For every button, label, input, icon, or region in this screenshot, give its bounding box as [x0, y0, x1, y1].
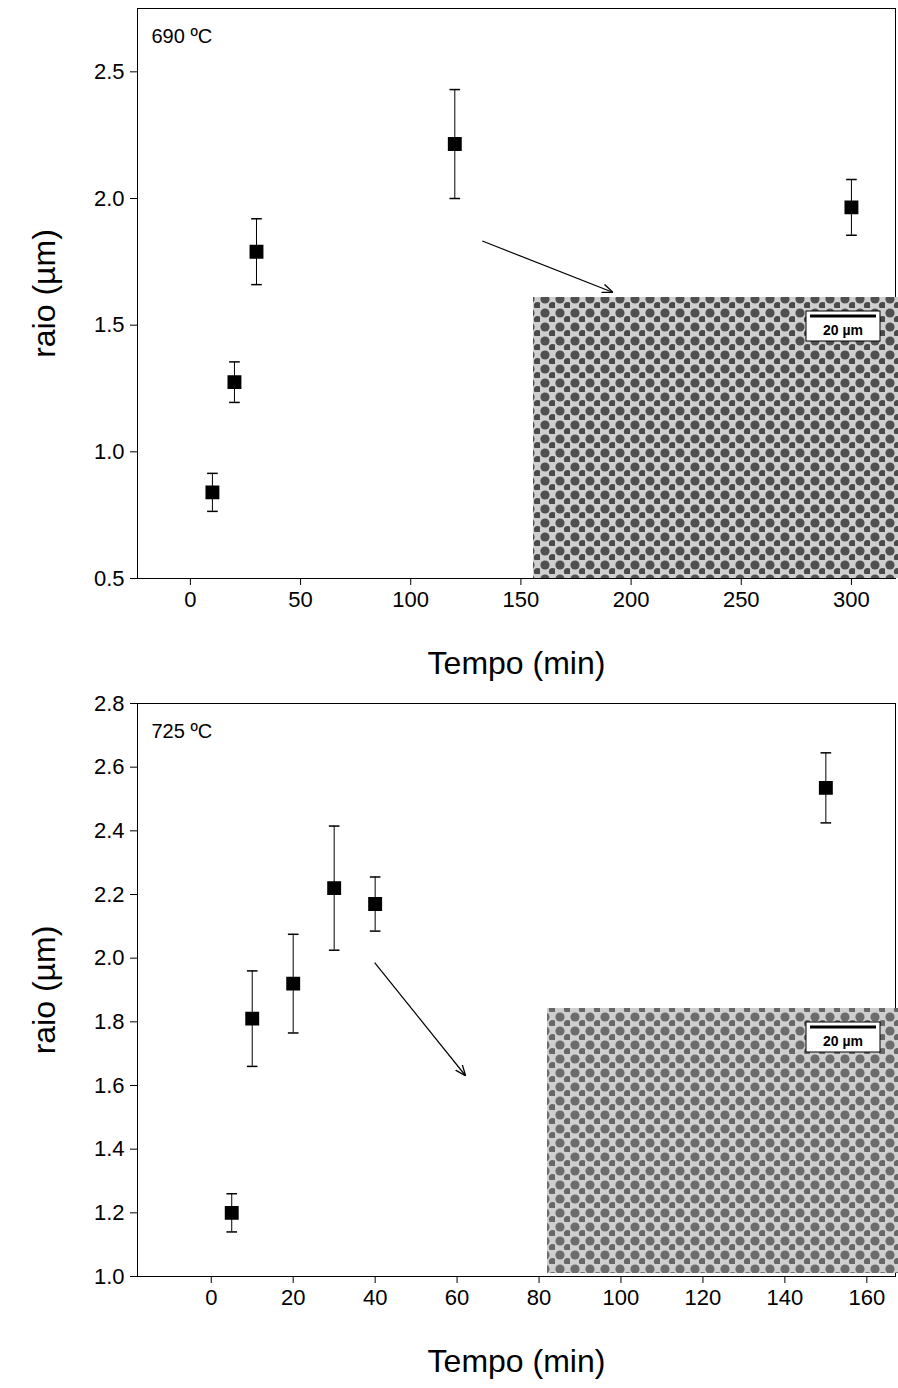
svg-text:1.5: 1.5	[94, 312, 125, 337]
svg-text:Tempo (min): Tempo (min)	[428, 1343, 606, 1379]
svg-text:100: 100	[603, 1285, 640, 1310]
svg-text:0: 0	[184, 587, 196, 612]
svg-text:60: 60	[445, 1285, 469, 1310]
svg-text:1.6: 1.6	[94, 1073, 125, 1098]
svg-text:2.4: 2.4	[94, 818, 125, 843]
svg-text:300: 300	[833, 587, 870, 612]
svg-text:2.8: 2.8	[94, 691, 125, 716]
svg-text:20 µm: 20 µm	[823, 1033, 863, 1049]
svg-text:1.8: 1.8	[94, 1009, 125, 1034]
svg-text:raio (µm): raio (µm)	[26, 229, 62, 358]
svg-text:40: 40	[363, 1285, 387, 1310]
svg-text:690 ºC: 690 ºC	[152, 25, 213, 47]
svg-text:1.0: 1.0	[94, 439, 125, 464]
svg-text:Tempo (min): Tempo (min)	[428, 645, 606, 681]
svg-text:raio (µm): raio (µm)	[26, 926, 62, 1055]
svg-text:2.0: 2.0	[94, 945, 125, 970]
svg-text:250: 250	[723, 587, 760, 612]
svg-text:1.4: 1.4	[94, 1136, 125, 1161]
svg-text:160: 160	[848, 1285, 885, 1310]
svg-text:1.2: 1.2	[94, 1200, 125, 1225]
svg-text:20: 20	[281, 1285, 305, 1310]
svg-text:120: 120	[685, 1285, 722, 1310]
svg-text:0: 0	[205, 1285, 217, 1310]
svg-text:150: 150	[503, 587, 540, 612]
svg-text:50: 50	[288, 587, 312, 612]
svg-text:2.2: 2.2	[94, 882, 125, 907]
svg-text:2.0: 2.0	[94, 186, 125, 211]
svg-text:2.5: 2.5	[94, 59, 125, 84]
svg-text:80: 80	[527, 1285, 551, 1310]
svg-text:0.5: 0.5	[94, 566, 125, 591]
svg-text:725 ºC: 725 ºC	[152, 720, 213, 742]
svg-text:200: 200	[613, 587, 650, 612]
svg-text:140: 140	[767, 1285, 804, 1310]
svg-text:1.0: 1.0	[94, 1264, 125, 1289]
svg-text:20 µm: 20 µm	[823, 322, 863, 338]
svg-text:2.6: 2.6	[94, 754, 125, 779]
svg-text:100: 100	[392, 587, 429, 612]
